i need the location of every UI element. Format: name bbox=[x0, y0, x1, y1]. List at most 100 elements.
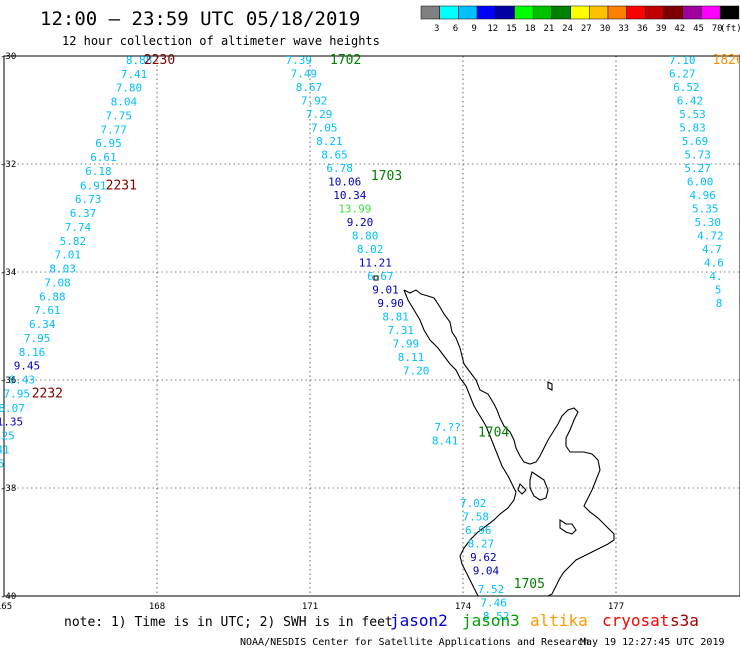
color-swatch bbox=[719, 5, 740, 20]
wave-height-value: 8.25 bbox=[0, 429, 15, 442]
wave-height-value: 13.99 bbox=[338, 203, 371, 216]
color-scale-label: 21 bbox=[543, 24, 554, 34]
track-time-label: 2231 bbox=[106, 178, 137, 193]
wave-height-value: 7.99 bbox=[393, 338, 420, 351]
color-swatch bbox=[458, 5, 478, 20]
wave-height-value: 7.41 bbox=[121, 68, 148, 81]
wave-height-value: 6.27 bbox=[669, 68, 696, 81]
legend-satellite-cryosat: cryosat bbox=[602, 611, 669, 630]
color-scale-label: 9 bbox=[471, 24, 476, 34]
wave-height-value: 8.02 bbox=[357, 243, 384, 256]
wave-height-value: 5.82 bbox=[60, 235, 87, 248]
wave-height-value: 7.92 bbox=[301, 95, 328, 108]
wave-height-value: 6.67 bbox=[367, 270, 394, 283]
wave-height-value: 7.08 bbox=[44, 276, 71, 289]
track-time-label: 2232 bbox=[32, 387, 63, 402]
wave-height-value: 8.03 bbox=[49, 262, 76, 275]
wave-height-value: 6.00 bbox=[687, 176, 714, 189]
color-scale-label: 70 bbox=[712, 24, 723, 34]
wave-height-value: 6.73 bbox=[75, 193, 102, 206]
wave-height-value: 7.95 bbox=[24, 332, 51, 345]
wave-height-value: 10.06 bbox=[328, 176, 361, 189]
color-scale-label: 24 bbox=[562, 24, 573, 34]
wave-height-value: 7.31 bbox=[388, 324, 415, 337]
legend-satellite-altika: altika bbox=[530, 611, 588, 630]
wave-height-value: 8.81 bbox=[382, 311, 409, 324]
wave-height-value: 4.6 bbox=[704, 257, 724, 270]
lon-tick-label: 177 bbox=[608, 602, 624, 612]
lat-tick-label: -32 bbox=[0, 160, 16, 170]
color-scale-label: 27 bbox=[581, 24, 592, 34]
wave-height-value: 8.80 bbox=[352, 230, 379, 243]
wave-height-value: 7.01 bbox=[55, 248, 82, 261]
map-title: 12:00 – 23:59 UTC 05/18/2019 bbox=[40, 8, 360, 30]
footer-credit: NOAA/NESDIS Center for Satellite Applica… bbox=[240, 637, 589, 648]
color-scale-label: 42 bbox=[674, 24, 685, 34]
wave-height-value: 7.29 bbox=[306, 108, 333, 121]
color-scale-label: 15 bbox=[506, 24, 517, 34]
color-swatch bbox=[589, 5, 609, 20]
wave-height-value: 9.45 bbox=[14, 360, 41, 373]
track-time-label: 1705 bbox=[514, 577, 545, 592]
color-swatch bbox=[532, 5, 553, 20]
lon-tick-label: 168 bbox=[149, 602, 165, 612]
map-subtitle: 12 hour collection of altimeter wave hei… bbox=[62, 34, 380, 48]
wave-height-value: 4.96 bbox=[689, 189, 716, 202]
wave-height-value: 7.58 bbox=[463, 510, 490, 523]
wave-height-value: 7.75 bbox=[106, 110, 133, 123]
wave-height-value: 7.74 bbox=[65, 221, 92, 234]
lon-tick-label: 171 bbox=[302, 602, 318, 612]
wave-height-value: 7.46 bbox=[480, 597, 507, 610]
color-swatch bbox=[495, 5, 515, 20]
wave-height-value: 5.30 bbox=[695, 216, 722, 229]
color-scale-label: 33 bbox=[618, 24, 629, 34]
color-scale-label: 18 bbox=[525, 24, 536, 34]
wave-height-value: 7.20 bbox=[403, 365, 430, 378]
lat-tick-label: -30 bbox=[0, 52, 16, 62]
wave-height-value: 7.02 bbox=[460, 497, 487, 510]
wave-height-value: 8.27 bbox=[468, 537, 495, 550]
color-swatch bbox=[420, 5, 440, 20]
wave-height-value: 6.61 bbox=[90, 151, 117, 164]
wave-height-value: 5.83 bbox=[679, 122, 706, 135]
color-scale-label: 12 bbox=[487, 24, 498, 34]
wave-height-value: 5.35 bbox=[692, 203, 719, 216]
track-time-label: 1704 bbox=[478, 426, 509, 441]
wave-height-value: 6.18 bbox=[85, 165, 112, 178]
footer-timestamp: May 19 12:27:45 UTC 2019 bbox=[580, 637, 725, 648]
altimeter-tracks: 8.887.417.808.047.757.776.956.616.186.91… bbox=[0, 53, 740, 623]
wave-height-value: 5 bbox=[715, 284, 722, 297]
wave-height-value: 8.43 bbox=[9, 374, 36, 387]
wave-height-value: 7.?? bbox=[434, 421, 461, 434]
wave-height-value: 6.96 bbox=[465, 524, 492, 537]
color-swatch bbox=[682, 5, 702, 20]
track-time-label: 1702 bbox=[330, 53, 361, 68]
wave-height-value: 6.37 bbox=[70, 207, 97, 220]
lat-tick-label: -38 bbox=[0, 484, 16, 494]
lon-tick-label: 165 bbox=[0, 602, 12, 612]
wave-height-value: 8.07 bbox=[0, 402, 25, 415]
wave-height-value: 8.65 bbox=[0, 457, 5, 470]
wave-height-value: 6.52 bbox=[673, 81, 700, 94]
wave-height-value: 7.52 bbox=[478, 583, 505, 596]
footer-note: note: 1) Time is in UTC; 2) SWH is in fe… bbox=[64, 615, 393, 630]
wave-height-value: 11.35 bbox=[0, 415, 23, 428]
color-swatch bbox=[551, 5, 571, 20]
legend-satellite-jason3: jason3 bbox=[462, 611, 520, 630]
wave-height-value: 8.21 bbox=[316, 135, 343, 148]
wave-height-value: 4. bbox=[709, 270, 722, 283]
color-scale-label: 3 bbox=[434, 24, 439, 34]
wave-height-value: 9.20 bbox=[347, 216, 374, 229]
wave-height-value: 11.21 bbox=[359, 257, 392, 270]
wave-height-value: 6.42 bbox=[677, 95, 704, 108]
wave-height-value: 4.72 bbox=[697, 230, 724, 243]
wave-height-value: 5.73 bbox=[684, 149, 711, 162]
wave-height-value: 8.04 bbox=[111, 96, 138, 109]
wave-height-value: 8.16 bbox=[19, 346, 46, 359]
wave-height-value: 7.10 bbox=[669, 54, 696, 67]
wave-height-value: 8.41 bbox=[432, 435, 459, 448]
lat-lon-grid bbox=[4, 56, 740, 596]
legend-satellite-jason2: jason2 bbox=[390, 611, 448, 630]
wave-height-value: 4.7 bbox=[702, 243, 722, 256]
color-swatch bbox=[607, 5, 627, 20]
